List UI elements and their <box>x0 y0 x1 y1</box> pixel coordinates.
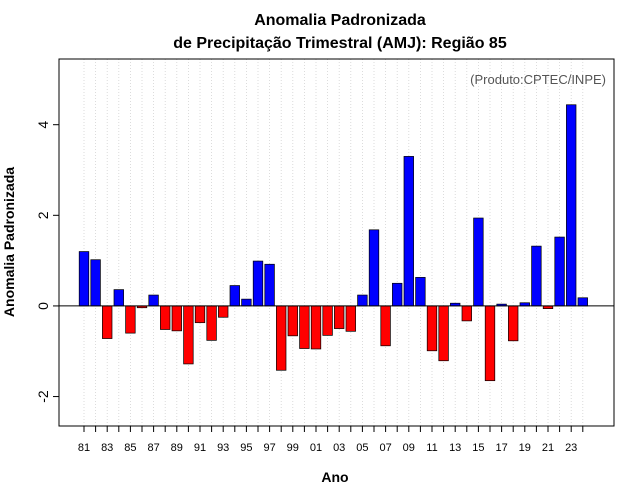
y-tick-label: -2 <box>35 390 51 403</box>
bar-00 <box>299 305 310 349</box>
x-tick-label: 85 <box>124 442 136 454</box>
bar-91 <box>194 305 206 324</box>
x-tick-label: 89 <box>171 442 183 454</box>
bar-84 <box>113 289 124 307</box>
x-tick-label: 91 <box>194 442 206 454</box>
x-tick-label: 11 <box>426 442 437 454</box>
bar-20 <box>531 245 542 307</box>
bar-18 <box>508 305 519 342</box>
bar-05 <box>357 294 368 307</box>
x-tick-label: 21 <box>542 442 554 454</box>
x-tick-label: 13 <box>449 442 461 454</box>
bar-94 <box>229 285 240 307</box>
bar-89 <box>171 305 182 332</box>
plot-frame <box>58 58 615 427</box>
bar-82 <box>90 259 101 307</box>
bar-06 <box>368 229 380 307</box>
bar-11 <box>426 305 438 352</box>
bar-90 <box>183 305 194 365</box>
x-tick-label: 03 <box>333 442 345 454</box>
bar-01 <box>310 305 322 350</box>
bars <box>78 104 588 382</box>
x-tick-label: 09 <box>403 442 415 454</box>
x-axis-label: Ano <box>321 469 348 485</box>
bar-03 <box>334 305 345 329</box>
bar-24 <box>577 297 588 307</box>
bar-08 <box>392 282 403 307</box>
bar-16 <box>484 305 496 382</box>
bar-98 <box>276 305 287 371</box>
x-tick-label: 05 <box>356 442 368 454</box>
x-tick-label: 07 <box>379 442 391 454</box>
grid <box>83 59 584 426</box>
bar-14 <box>461 305 472 322</box>
bar-02 <box>322 305 333 336</box>
x-axis: 81 83 85 87 89 91 93 95 97 99 01 03 05 07 09 11 13 15 17 19… <box>78 426 584 454</box>
bar-88 <box>160 305 171 330</box>
x-tick-label: 17 <box>495 442 507 454</box>
bar-85 <box>125 305 136 334</box>
y-axis-label: Anomalia Padronizada <box>1 167 17 317</box>
bar-12 <box>438 305 449 362</box>
bar-99 <box>287 305 298 337</box>
bar-07 <box>380 305 391 347</box>
x-tick-label: 01 <box>310 442 322 454</box>
x-tick-label: 81 <box>78 442 90 454</box>
bar-93 <box>218 305 229 318</box>
bar-10 <box>415 277 426 307</box>
bar-97 <box>264 263 275 307</box>
x-tick-label: 93 <box>217 442 229 454</box>
y-tick-label: 0 <box>35 302 51 310</box>
y-axis: -2 0 2 4 <box>35 121 59 403</box>
bar-04 <box>345 305 356 332</box>
source-annotation: (Produto:CPTEC/INPE) <box>470 72 606 87</box>
bar-81 <box>78 251 90 307</box>
chart-title: Anomalia Padronizada <box>254 12 426 29</box>
x-tick-label: 95 <box>240 442 252 454</box>
bar-23 <box>566 104 577 307</box>
bar-92 <box>206 305 217 341</box>
x-tick-label: 19 <box>519 442 531 454</box>
bar-95 <box>241 298 252 307</box>
x-tick-label: 87 <box>147 442 159 454</box>
bar-22 <box>554 236 565 307</box>
bar-87 <box>148 294 159 307</box>
bar-96 <box>252 260 264 307</box>
x-tick-label: 97 <box>263 442 275 454</box>
x-tick-label: 83 <box>101 442 113 454</box>
x-tick-label: 99 <box>287 442 299 454</box>
y-tick-label: 2 <box>35 211 51 219</box>
bar-15 <box>473 217 484 307</box>
bar-83 <box>102 305 113 339</box>
y-tick-label: 4 <box>35 121 51 129</box>
x-tick-label: 15 <box>472 442 484 454</box>
bar-09 <box>403 156 414 307</box>
chart-subtitle: de Precipitação Trimestral (AMJ): Região… <box>173 35 507 52</box>
x-tick-label: 23 <box>565 442 577 454</box>
